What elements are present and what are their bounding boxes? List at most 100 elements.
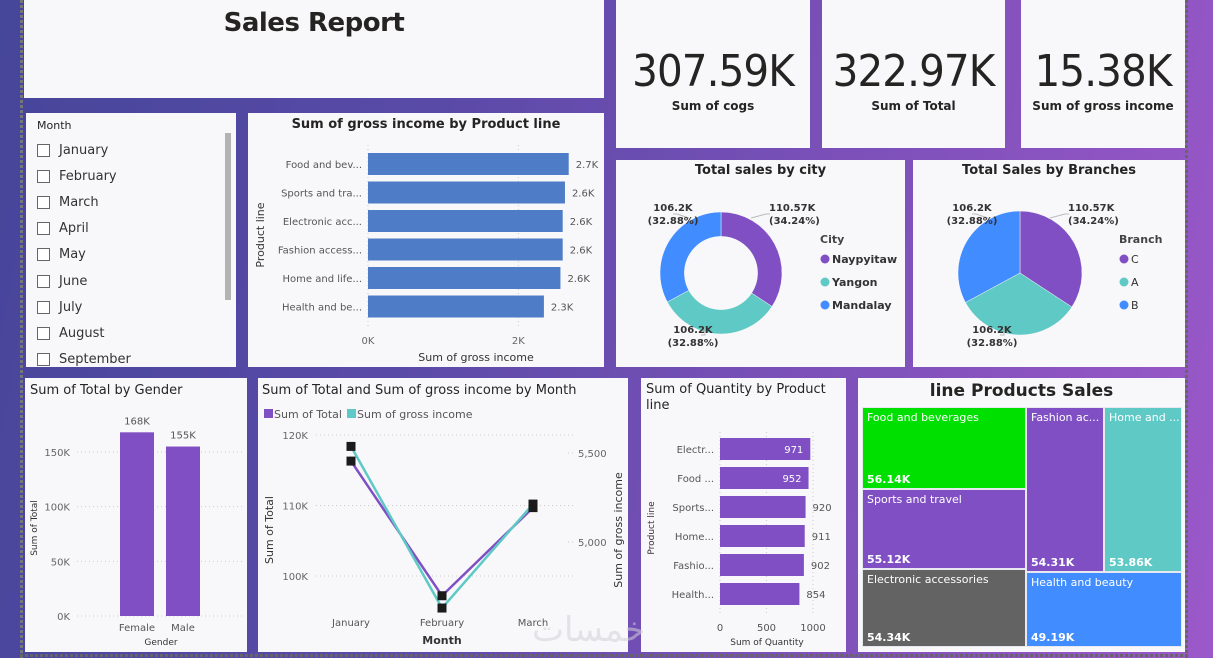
y-tick-label: Sports... [672,503,714,514]
slicer-item-september[interactable]: September [37,347,131,367]
x-tick-label: 0 [717,623,723,634]
leader-line [750,213,770,219]
bar [720,496,806,518]
y-tick-label: Food ... [677,474,714,485]
y-tick-label: Sports and tra... [281,189,362,200]
treemap-cell-label: Fashion ac... [1031,411,1100,424]
canvas-border-left [20,0,23,658]
checkbox[interactable] [37,300,50,314]
treemap-cell[interactable]: Food and beverages 56.14K [862,407,1026,489]
treemap-cell[interactable]: Health and beauty 49.19K [1026,572,1182,647]
treemap-cell[interactable]: Fashion ac... 54.31K [1026,407,1104,572]
checkbox[interactable] [37,326,50,340]
data-label: 2.6K [570,217,593,228]
slicer-item-august[interactable]: August [37,320,131,346]
leader-line [1049,213,1069,219]
slicer-item-june[interactable]: June [37,268,131,294]
y-axis-title: Product line [647,501,657,555]
chart-title: Sum of Total and Sum of gross income by … [262,383,577,398]
y-tick-label: Health... [672,590,714,601]
treemap-cell-label: Electronic accessories [867,573,989,586]
y-tick-label: 150K [44,448,70,459]
treemap-cell[interactable]: Sports and travel 55.12K [862,489,1026,569]
y-tick-label: Food and bev... [286,160,362,171]
slicer-item-label: July [59,299,83,315]
watermark-text: خمسات [532,610,646,650]
chart-title: Sum of Quantity by Product [646,382,826,397]
slicer-item-february[interactable]: February [37,163,131,189]
leader-line [673,213,690,219]
slice-a [965,272,1073,336]
checkbox[interactable] [37,248,50,262]
checkbox[interactable] [37,169,50,183]
treemap-cell-value: 53.86K [1109,556,1153,569]
data-label-percent: (34.24%) [1068,216,1119,227]
slicer-item-label: January [59,142,109,158]
data-label-percent: (32.88%) [947,216,998,227]
slicer-item-march[interactable]: March [37,189,131,215]
legend-item: Sum of gross income [357,408,473,421]
total-income-line-chart: Sum of Total and Sum of gross income by … [262,383,625,647]
x-tick-label: January [331,618,370,629]
gross-income-bar-chart: Sum of gross income by Product line 0K 2K F… [254,117,599,364]
report-title-card: Sales Report [24,0,604,98]
treemap-cell[interactable]: Electronic accessories 54.34K [862,569,1026,647]
chart-title: Total sales by city [695,163,827,178]
y-tick-label: Home and life... [283,274,362,285]
slicer-item-label: September [59,352,131,367]
slicer-item-april[interactable]: April [37,216,131,242]
kpi-value: 307.59K [632,46,795,97]
x-tick-label: 2K [512,336,525,347]
kpi-label: Sum of gross income [1032,99,1174,113]
slicer-item-may[interactable]: May [37,242,131,268]
checkbox[interactable] [37,353,50,367]
checkbox[interactable] [37,143,50,157]
total-by-gender-column-chart: Sum of Total by Gender 0K 50K 100K 150K 168K F… [30,383,243,648]
bar [368,210,563,232]
data-label-percent: (32.88%) [668,338,719,349]
x-tick-label: February [420,618,464,629]
kpi-value: 322.97K [832,46,996,97]
y2-axis-title: Sum of gross income [612,472,625,588]
legend-marker [1119,300,1129,310]
legend-item: Sum of Total [274,408,342,421]
slicer-scrollbar[interactable] [225,133,231,300]
chart-title: Sum of Total by Gender [30,383,183,398]
slicer-item-july[interactable]: July [37,294,131,320]
slice-yangon [666,290,773,335]
kpi-card-gross-income[interactable]: 15.38K Sum of gross income [1021,0,1185,148]
data-point-marker [437,603,447,613]
bar [368,153,569,175]
treemap-cell-label: Food and beverages [867,411,979,424]
bar [720,467,809,489]
legend-title: City [820,233,844,246]
data-label: 911 [812,532,831,543]
kpi-card-total[interactable]: 322.97K Sum of Total [822,0,1005,148]
month-slicer: Month January February March April May June Ju… [26,113,236,367]
data-label: 854 [806,590,825,601]
y-axis-title: Sum of Total [263,496,276,564]
sales-by-branch-pie: Total Sales by Branches 110.57K (34.24%) 10… [947,163,1163,349]
x-tick-label: 500 [757,623,776,634]
checkbox[interactable] [37,274,50,288]
checkbox[interactable] [37,222,50,236]
kpi-label: Sum of cogs [671,99,755,113]
data-label-value: 106.2K [673,325,714,336]
x-tick-label: Female [119,623,155,634]
y-tick-label: Electr... [677,445,714,456]
treemap-cell[interactable]: Home and ... 53.86K [1104,407,1182,572]
slicer-header: Month [37,119,72,132]
data-point-marker [528,499,538,509]
total-by-gender-chart: Sum of Total by Gender 0K 50K 100K 150K 168K F… [25,378,247,652]
data-label-value: 110.57K [1068,203,1116,214]
slicer-item-january[interactable]: January [37,137,131,163]
quantity-by-product-chart: Sum of Quantity by Product line 0 500 1000 El… [641,378,846,652]
data-label: 2.6K [572,189,595,200]
data-label-percent: (34.24%) [769,216,820,227]
sales-by-city-donut: Total sales by city 110.57K (34.24%) 106.2K… [648,163,898,349]
y-tick-label: 100K [282,572,308,583]
kpi-card-cogs[interactable]: 307.59K Sum of cogs [616,0,810,148]
y-tick-label: Fashio... [673,561,714,572]
checkbox[interactable] [37,195,50,209]
